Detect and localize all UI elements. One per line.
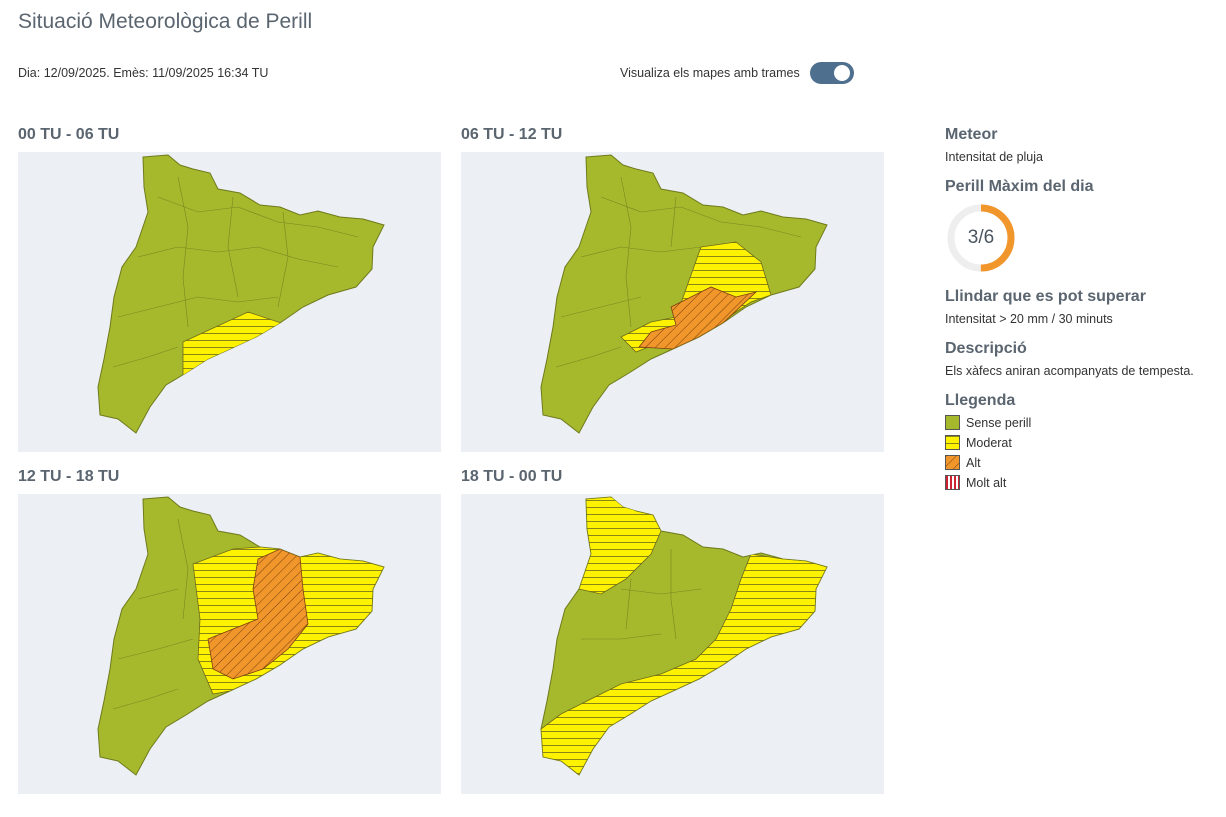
legend-label: Molt alt bbox=[966, 475, 1007, 490]
map-period-title: 00 TU - 06 TU bbox=[18, 126, 120, 143]
description-value: Els xàfecs aniran acompanyats de tempest… bbox=[945, 364, 1194, 378]
zone-alt bbox=[638, 286, 758, 350]
meteor-section: Meteor Intensitat de pluja bbox=[945, 126, 1215, 164]
ring-gauge-icon: 3/6 bbox=[945, 202, 1017, 274]
zone-sense-perill bbox=[97, 154, 385, 434]
legend-label: Sense perill bbox=[966, 415, 1032, 430]
issue-date-line: Dia: 12/09/2025. Emès: 11/09/2025 16:34 … bbox=[18, 66, 269, 80]
map-period-title: 12 TU - 18 TU bbox=[18, 468, 120, 485]
meteor-heading: Meteor bbox=[945, 126, 998, 143]
pattern-toggle-control: Visualiza els mapes amb trames bbox=[620, 62, 854, 84]
legend-swatch bbox=[945, 455, 960, 470]
max-danger-heading: Perill Màxim del dia bbox=[945, 178, 1094, 195]
page-title: Situació Meteorològica de Perill bbox=[18, 10, 313, 33]
legend-item-moderat: Moderat bbox=[945, 435, 1215, 450]
toggle-switch-icon[interactable] bbox=[809, 62, 854, 84]
meteor-value: Intensitat de pluja bbox=[945, 150, 1043, 164]
max-danger-value: 3/6 bbox=[967, 227, 995, 248]
catalonia-map bbox=[540, 154, 828, 434]
legend-swatch bbox=[945, 415, 960, 430]
threshold-section: Llindar que es pot superar Intensitat > … bbox=[945, 288, 1215, 326]
map-panel-4: 18 TU - 00 TU bbox=[461, 468, 884, 794]
description-heading: Descripció bbox=[945, 340, 1027, 357]
map-frame[interactable] bbox=[461, 152, 884, 452]
max-danger-section: Perill Màxim del dia 3/6 bbox=[945, 178, 1215, 274]
legend-item-molt-alt: Molt alt bbox=[945, 475, 1215, 490]
map-period-title: 06 TU - 12 TU bbox=[461, 126, 563, 143]
map-frame[interactable] bbox=[18, 494, 441, 794]
legend-section: Llegenda Sense perill Moderat Alt Molt a… bbox=[945, 392, 1215, 490]
gauge-fill bbox=[947, 204, 1015, 272]
map-frame[interactable] bbox=[18, 152, 441, 452]
legend-heading: Llegenda bbox=[945, 392, 1016, 409]
catalonia-map bbox=[540, 496, 828, 776]
legend-item-alt: Alt bbox=[945, 455, 1215, 470]
map-period-title: 18 TU - 00 TU bbox=[461, 468, 563, 485]
info-sidebar: Meteor Intensitat de pluja Perill Màxim … bbox=[945, 126, 1215, 504]
catalonia-map bbox=[97, 154, 385, 434]
map-panel-1: 00 TU - 06 TU bbox=[18, 126, 441, 452]
map-frame[interactable] bbox=[461, 494, 884, 794]
catalonia-map bbox=[97, 496, 385, 776]
legend-item-sense-perill: Sense perill bbox=[945, 415, 1215, 430]
threshold-heading: Llindar que es pot superar bbox=[945, 288, 1146, 305]
description-section: Descripció Els xàfecs aniran acompanyats… bbox=[945, 340, 1215, 378]
toggle-knob bbox=[833, 65, 850, 81]
pattern-toggle-label: Visualiza els mapes amb trames bbox=[620, 66, 800, 80]
map-panel-3: 12 TU - 18 TU bbox=[18, 468, 441, 794]
legend-label: Moderat bbox=[966, 435, 1012, 450]
map-panel-2: 06 TU - 12 TU bbox=[461, 126, 884, 452]
legend-label: Alt bbox=[966, 455, 981, 470]
legend-swatch bbox=[945, 435, 960, 450]
threshold-value: Intensitat > 20 mm / 30 minuts bbox=[945, 312, 1113, 326]
zone-alt bbox=[207, 548, 309, 680]
legend-swatch bbox=[945, 475, 960, 490]
zone-moderat-coast bbox=[541, 553, 827, 775]
